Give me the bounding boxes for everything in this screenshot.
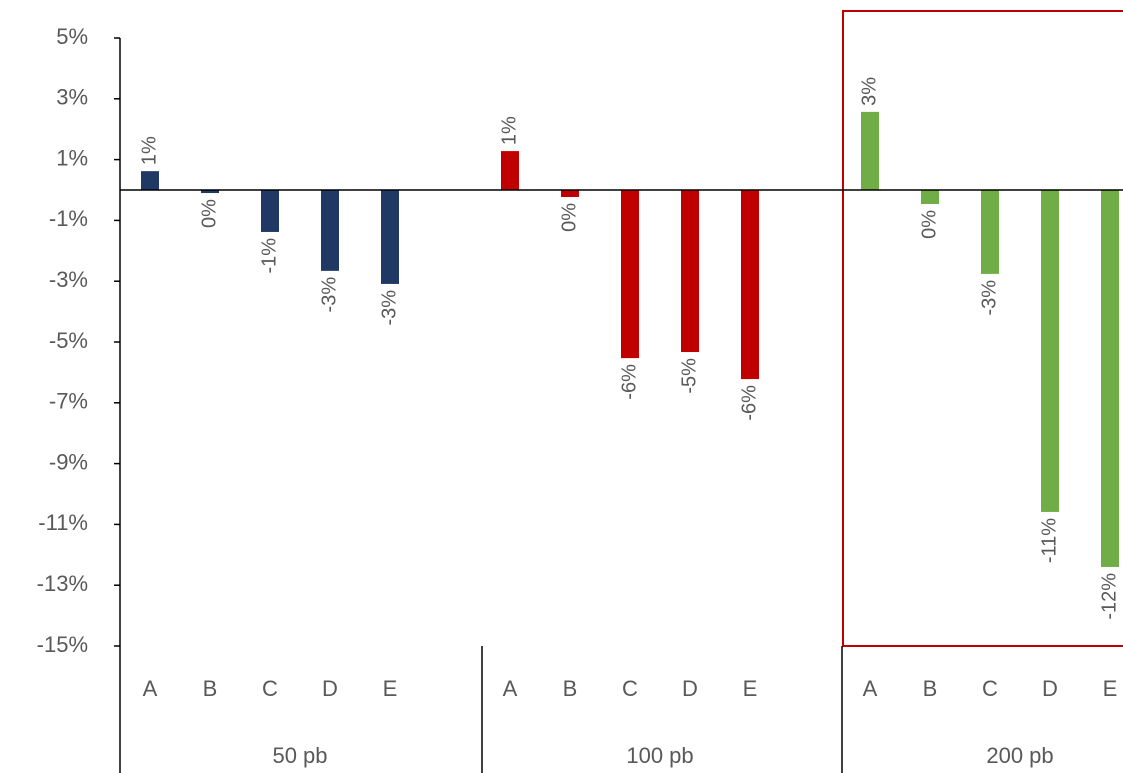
y-tick-label: 5% <box>56 24 88 49</box>
value-label: -6% <box>738 385 760 421</box>
value-label: 0% <box>558 203 580 232</box>
bar <box>501 151 519 190</box>
y-tick-label: -5% <box>49 328 88 353</box>
x-tick-label: B <box>563 676 578 701</box>
y-tick-label: 1% <box>56 145 88 170</box>
value-label: 1% <box>498 116 520 145</box>
x-tick-label: C <box>262 676 278 701</box>
y-tick-label: -11% <box>38 510 88 535</box>
x-tick-label: C <box>622 676 638 701</box>
y-tick-label: 3% <box>56 85 88 110</box>
bar <box>321 190 339 271</box>
bar <box>381 190 399 284</box>
group-label: 200 pb <box>986 743 1053 768</box>
bar <box>921 190 939 204</box>
y-tick-label: -7% <box>49 389 88 414</box>
bar <box>681 190 699 353</box>
x-tick-label: D <box>322 676 338 701</box>
x-tick-label: B <box>923 676 938 701</box>
x-tick-label: E <box>1103 676 1118 701</box>
value-label: 0% <box>918 210 940 239</box>
x-tick-label: A <box>503 676 518 701</box>
value-label: 1% <box>138 136 160 165</box>
value-label: -11% <box>1038 518 1060 563</box>
bar <box>141 171 159 190</box>
y-tick-label: -15% <box>37 632 88 657</box>
highlight-box <box>842 10 1123 647</box>
x-tick-label: B <box>203 676 218 701</box>
value-label: -5% <box>678 358 700 394</box>
value-label: 0% <box>198 199 220 228</box>
bar <box>1041 190 1059 512</box>
x-tick-label: D <box>1042 676 1058 701</box>
group-label: 100 pb <box>626 743 693 768</box>
y-tick-label: -1% <box>49 206 88 231</box>
y-tick-label: -3% <box>49 267 88 292</box>
bar <box>981 190 999 274</box>
bar <box>861 111 879 190</box>
x-tick-label: E <box>383 676 398 701</box>
x-tick-label: A <box>143 676 158 701</box>
value-label: -3% <box>318 277 340 313</box>
bar <box>621 190 639 359</box>
bar <box>261 190 279 232</box>
x-tick-label: E <box>743 676 758 701</box>
bar <box>1101 190 1119 567</box>
value-label: -3% <box>378 290 400 326</box>
value-label: -3% <box>978 280 1000 316</box>
x-tick-label: D <box>682 676 698 701</box>
value-label: -6% <box>618 364 640 400</box>
x-tick-label: A <box>863 676 878 701</box>
x-tick-label: C <box>982 676 998 701</box>
y-tick-label: -13% <box>37 571 88 596</box>
y-tick-label: -9% <box>49 449 88 474</box>
value-label: 3% <box>858 77 880 106</box>
value-label: -12% <box>1098 573 1120 620</box>
value-label: -1% <box>258 238 280 274</box>
bar <box>741 190 759 380</box>
bar <box>201 190 219 194</box>
bar <box>561 190 579 197</box>
group-label: 50 pb <box>272 743 327 768</box>
